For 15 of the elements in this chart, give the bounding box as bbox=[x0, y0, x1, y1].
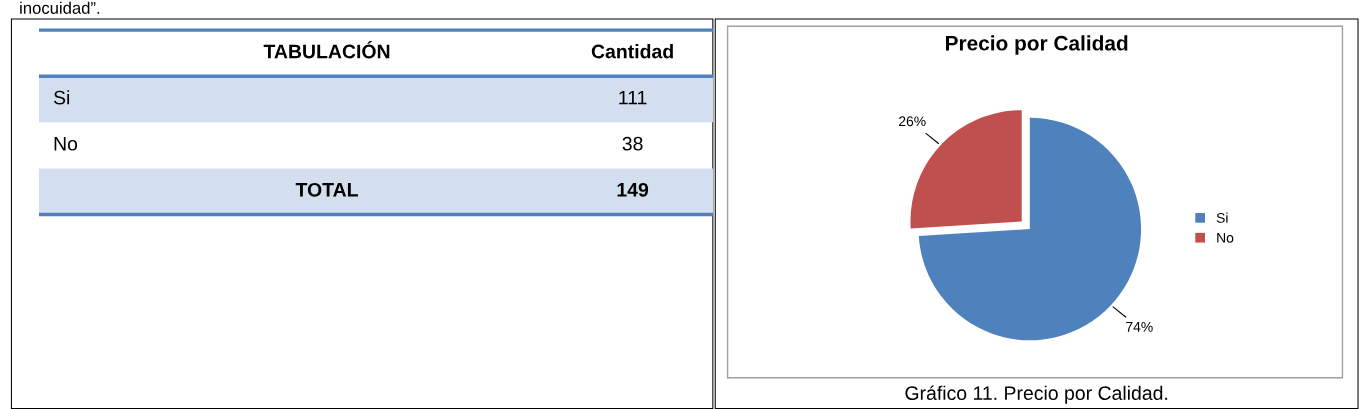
text: inocuidad”. bbox=[20, 1, 100, 14]
text: TABULACIÓN bbox=[263, 40, 390, 59]
text: Si bbox=[53, 90, 70, 105]
text: Cantidad bbox=[591, 44, 673, 59]
text: 38 bbox=[622, 136, 643, 151]
text: 111 bbox=[619, 90, 647, 105]
legend-label: No bbox=[1217, 233, 1234, 243]
data-label: 26% bbox=[899, 116, 926, 127]
text: Gráfico 11. Precio por Calidad. bbox=[905, 385, 1168, 404]
text: TOTAL bbox=[295, 182, 358, 197]
text: No bbox=[54, 137, 78, 151]
legend-label: Si bbox=[1216, 212, 1228, 223]
data-label: 74% bbox=[1126, 321, 1153, 332]
chart-title: Precio por Calidad bbox=[946, 35, 1128, 55]
text: 149 bbox=[617, 182, 649, 197]
